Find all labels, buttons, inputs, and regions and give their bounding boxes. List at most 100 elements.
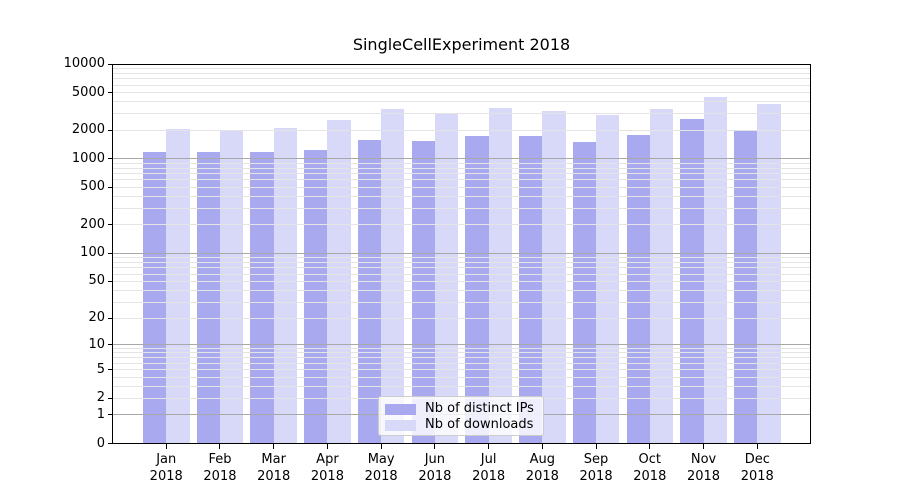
gridline bbox=[113, 101, 810, 103]
x-tick-year: 2018 bbox=[310, 469, 344, 484]
x-tick-label: Jan 2018 bbox=[134, 451, 198, 485]
x-tick-month: Dec bbox=[744, 452, 770, 467]
bar-distinct-ips-may bbox=[357, 139, 382, 444]
gridline bbox=[113, 158, 810, 160]
x-tick-year: 2018 bbox=[633, 469, 667, 484]
x-tick-month: Oct bbox=[638, 452, 662, 467]
x-tick-month: Jun bbox=[424, 452, 446, 467]
bar-downloads-nov bbox=[703, 96, 727, 444]
y-tick-mark bbox=[107, 224, 113, 226]
legend: Nb of distinct IPs Nb of downloads bbox=[378, 396, 544, 436]
gridline bbox=[113, 63, 810, 65]
x-tick-year: 2018 bbox=[579, 469, 613, 484]
gridline bbox=[113, 92, 810, 94]
bar-downloads-aug bbox=[542, 110, 566, 444]
y-tick-mark bbox=[107, 129, 113, 131]
y-tick-mark bbox=[107, 63, 113, 65]
x-tick-month: Aug bbox=[529, 452, 556, 467]
x-tick-label: Jun 2018 bbox=[403, 451, 467, 485]
x-tick-year: 2018 bbox=[525, 469, 559, 484]
y-tick-label: 200 bbox=[80, 216, 105, 232]
gridline bbox=[113, 162, 810, 164]
x-tick-month: Apr bbox=[316, 452, 339, 467]
y-tick-mark bbox=[107, 252, 113, 254]
x-tick-mark bbox=[488, 444, 490, 449]
gridline bbox=[113, 257, 810, 259]
x-tick-mark bbox=[219, 444, 221, 449]
gridline bbox=[113, 385, 810, 387]
gridline bbox=[113, 252, 810, 254]
x-tick-year: 2018 bbox=[472, 469, 506, 484]
x-tick-mark bbox=[595, 444, 597, 449]
gridline bbox=[113, 273, 810, 275]
x-tick-month: Jul bbox=[480, 452, 497, 467]
y-tick-mark bbox=[107, 414, 113, 416]
x-tick-label: Sep 2018 bbox=[564, 451, 628, 485]
x-tick-year: 2018 bbox=[740, 469, 774, 484]
x-tick-month: Jan bbox=[156, 452, 177, 467]
legend-item-distinct-ips: Nb of distinct IPs bbox=[385, 401, 537, 417]
y-tick-label: 10 bbox=[88, 336, 105, 352]
y-tick-mark bbox=[107, 344, 113, 346]
y-tick-mark bbox=[107, 443, 113, 444]
x-tick-label: Jul 2018 bbox=[457, 451, 521, 485]
gridline bbox=[113, 301, 810, 303]
x-tick-year: 2018 bbox=[686, 469, 721, 484]
gridline bbox=[113, 179, 810, 181]
x-tick-label: Aug 2018 bbox=[510, 451, 574, 485]
y-tick-label: 20 bbox=[88, 310, 105, 326]
gridline bbox=[113, 84, 810, 86]
gridline bbox=[113, 207, 810, 209]
y-tick-mark bbox=[107, 369, 113, 371]
gridline bbox=[113, 129, 810, 131]
gridline bbox=[113, 173, 810, 174]
gridline bbox=[113, 376, 810, 378]
x-tick-year: 2018 bbox=[364, 469, 398, 484]
chart-title: SingleCellExperiment 2018 bbox=[352, 35, 571, 54]
y-tick-mark bbox=[107, 280, 113, 282]
x-tick-mark bbox=[649, 444, 651, 449]
bar-downloads-sep bbox=[596, 114, 620, 444]
legend-swatch-downloads bbox=[385, 419, 416, 431]
x-tick-mark bbox=[165, 444, 167, 449]
x-tick-label: Apr 2018 bbox=[295, 451, 359, 485]
y-tick-label: 2000 bbox=[71, 122, 105, 138]
gridline bbox=[113, 369, 810, 371]
y-tick-label: 5000 bbox=[71, 84, 105, 100]
y-tick-label: 1000 bbox=[71, 150, 105, 166]
legend-label-downloads: Nb of downloads bbox=[425, 417, 534, 432]
bar-distinct-ips-jul bbox=[465, 136, 489, 444]
y-tick-mark bbox=[107, 186, 113, 188]
gridline bbox=[113, 196, 810, 198]
bar-distinct-ips-oct bbox=[626, 135, 650, 444]
y-tick-label: 500 bbox=[80, 179, 105, 195]
x-tick-month: Feb bbox=[208, 452, 232, 467]
gridline bbox=[113, 317, 810, 319]
x-tick-label: Mar 2018 bbox=[242, 451, 306, 485]
y-tick-label: 100 bbox=[80, 245, 105, 261]
x-tick-label: Dec 2018 bbox=[725, 451, 789, 485]
x-tick-month: Nov bbox=[690, 452, 717, 467]
y-tick-mark bbox=[107, 92, 113, 94]
bar-distinct-ips-jun bbox=[411, 141, 435, 444]
x-tick-mark bbox=[703, 444, 705, 449]
gridline bbox=[113, 289, 810, 291]
gridline bbox=[113, 352, 810, 354]
bar-downloads-jun bbox=[434, 112, 459, 444]
x-tick-year: 2018 bbox=[418, 469, 452, 484]
x-tick-mark bbox=[434, 444, 436, 449]
gridline bbox=[113, 113, 810, 115]
x-tick-month: Sep bbox=[583, 452, 609, 467]
bar-downloads-feb bbox=[219, 131, 244, 444]
y-tick-mark bbox=[107, 397, 113, 399]
gridline bbox=[113, 72, 810, 74]
bar-distinct-ips-apr bbox=[304, 150, 328, 444]
bar-downloads-may bbox=[381, 108, 405, 444]
x-tick-mark bbox=[326, 444, 328, 449]
gridline bbox=[113, 357, 810, 359]
gridline bbox=[113, 261, 810, 263]
bar-distinct-ips-dec bbox=[733, 131, 758, 444]
y-tick-label: 5 bbox=[96, 361, 105, 377]
legend-label-distinct-ips: Nb of distinct IPs bbox=[425, 401, 534, 416]
